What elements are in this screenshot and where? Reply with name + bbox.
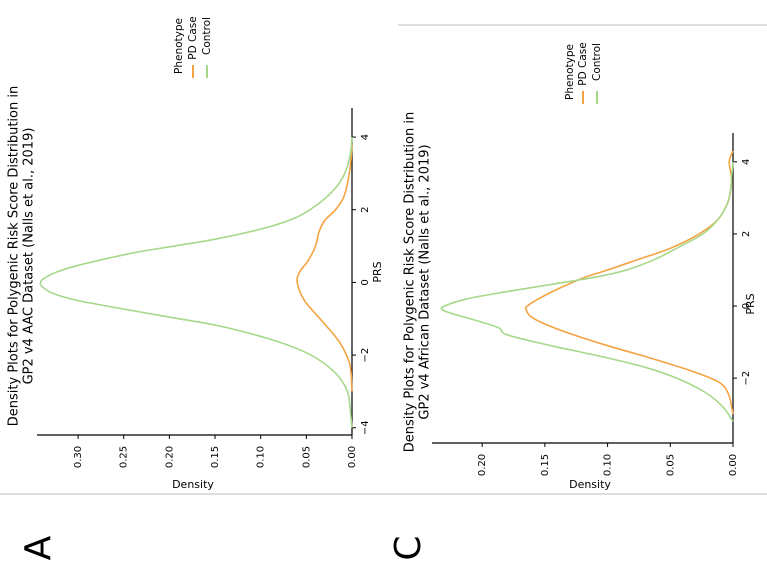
chart-a-density-tick-label: 0.30	[73, 446, 84, 468]
chart-c-legend: Phenotype PD Case Control	[564, 42, 603, 104]
chart-a-prs-tick-label: 4	[360, 134, 371, 140]
chart-c-density-tick-label: 0.10	[603, 454, 614, 476]
chart-c-legend-label-control: Control	[591, 43, 603, 81]
chart-c-series-pd-case	[524, 150, 734, 415]
chart-a-series-pd-case	[296, 144, 353, 392]
chart-c-legend-title: Phenotype	[564, 44, 576, 100]
chart-c-title-line1: Density Plots for Polygenic Risk Score D…	[403, 112, 418, 452]
chart-a-ylabel: Density	[172, 478, 214, 491]
chart-a-legend: Phenotype PD Case Control	[173, 16, 213, 78]
chart-a-density-tick-label: 0.15	[210, 446, 221, 468]
panel-label-c: C	[388, 535, 429, 560]
chart-a-legend-label-pd-case: PD Case	[187, 16, 199, 59]
chart-a-density-tick-label: 0.10	[256, 446, 267, 468]
chart-a-title-line2: GP2 v4 AAC Dataset (Nalls et al., 2019)	[22, 128, 37, 385]
chart-c-prs-tick-label: 0	[741, 303, 752, 309]
chart-c-title-line2: GP2 v4 African Dataset (Nalls et al., 20…	[418, 144, 433, 419]
panel-label-a: A	[18, 535, 59, 560]
chart-c-xlabel: PRS	[744, 293, 757, 314]
chart-aac-density: Density Plots for Polygenic Risk Score D…	[7, 16, 385, 491]
chart-a-legend-label-control: Control	[201, 17, 213, 55]
chart-c-prs-tick-label: 2	[741, 231, 752, 237]
chart-c-density-tick-label: 0.05	[665, 454, 676, 476]
chart-c-density-tick-label: 0.15	[540, 454, 551, 476]
chart-a-density-tick-label: 0.05	[301, 446, 312, 468]
chart-c-prs-tick-label: 4	[741, 159, 752, 165]
chart-a-axes: 0.00 0.05 0.10 0.15 0.20 0.25 0.30 −4 −2 0 2 4	[37, 108, 371, 468]
chart-a-series	[39, 137, 353, 428]
chart-a-legend-title: Phenotype	[173, 18, 185, 74]
chart-c-series-control	[440, 161, 734, 422]
chart-a-prs-tick-label: 2	[360, 207, 371, 213]
chart-c-legend-label-pd-case: PD Case	[577, 42, 589, 85]
chart-c-axes: 0.00 0.05 0.10 0.15 0.20 −2 0 2 4	[432, 133, 752, 476]
chart-c-density-tick-label: 0.20	[477, 454, 488, 476]
chart-a-density-tick-label: 0.25	[119, 446, 130, 468]
chart-a-prs-tick-label: −4	[360, 420, 371, 435]
chart-african-density: Density Plots for Polygenic Risk Score D…	[403, 42, 758, 491]
chart-a-density-tick-label: 0.00	[347, 446, 358, 468]
chart-a-prs-tick-label: −2	[360, 348, 371, 363]
chart-a-density-tick-label: 0.20	[164, 446, 175, 468]
chart-c-prs-tick-label: −2	[741, 371, 752, 386]
chart-a-xlabel: PRS	[371, 261, 384, 282]
chart-c-density-tick-label: 0.00	[728, 454, 739, 476]
chart-a-title-line1: Density Plots for Polygenic Risk Score D…	[7, 86, 22, 426]
chart-c-series	[440, 150, 734, 422]
chart-c-ylabel: Density	[569, 478, 611, 491]
chart-a-prs-tick-label: 0	[360, 279, 371, 285]
chart-a-series-control	[39, 137, 353, 428]
